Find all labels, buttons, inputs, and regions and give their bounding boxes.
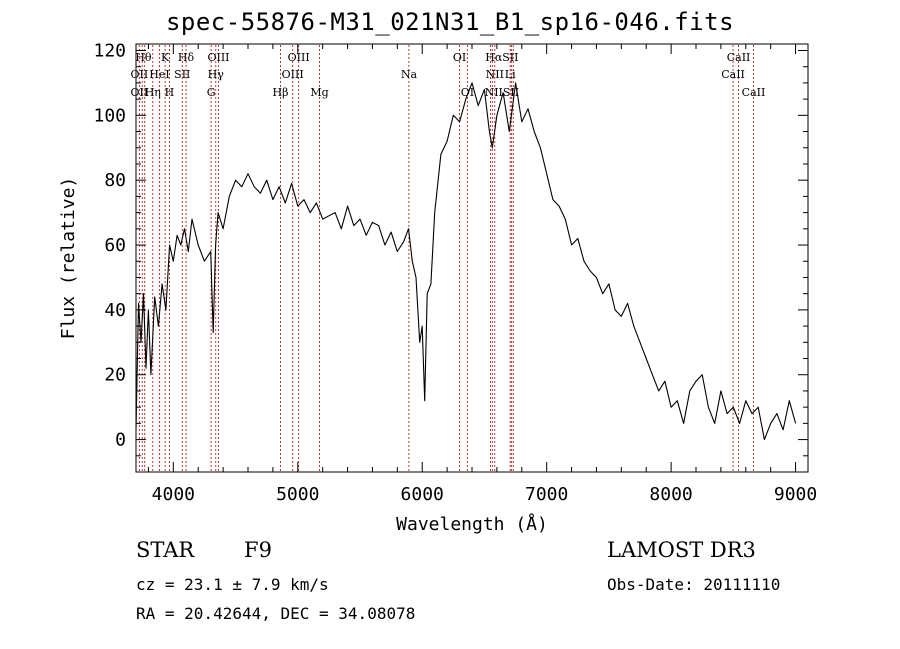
spectrum-line: [135, 82, 797, 441]
line-label-caii: CaII: [742, 86, 766, 99]
x-tick-label-7000: 7000: [525, 484, 568, 505]
y-axis-label: Flux (relative): [58, 177, 79, 340]
line-label-sii: SII: [174, 68, 190, 81]
line-label-oiii: OIII: [288, 51, 310, 64]
object-subclass: F9: [244, 538, 272, 562]
line-label-h: H: [165, 86, 175, 99]
line-label-nii: NII: [486, 68, 504, 81]
x-tick-label-8000: 8000: [649, 484, 692, 505]
line-label-na: Na: [401, 68, 418, 81]
survey-name: LAMOST DR3: [607, 538, 756, 562]
line-label-hγ: Hγ: [208, 68, 225, 81]
y-tick-label-20: 20: [104, 365, 126, 386]
y-tick-label-40: 40: [104, 300, 126, 321]
line-label-oiii: OIII: [207, 51, 229, 64]
object-type: STAR: [136, 538, 195, 562]
line-label-li: Li: [505, 68, 516, 81]
line-label-hβ: Hβ: [273, 86, 289, 99]
line-label-oi: OI: [453, 51, 466, 64]
x-tick-label-6000: 6000: [401, 484, 444, 505]
y-tick-label-60: 60: [104, 235, 126, 256]
line-label-k: K: [161, 51, 170, 64]
line-label-mg: Mg: [310, 86, 328, 99]
x-axis-label: Wavelength (Å): [396, 513, 548, 535]
line-label-oii: OII: [131, 86, 149, 99]
x-tick-label-5000: 5000: [276, 484, 319, 505]
line-label-hei: HeI: [149, 68, 169, 81]
plot-frame: [135, 43, 809, 473]
line-label-oii: OII: [131, 68, 149, 81]
y-tick-label-0: 0: [115, 430, 126, 451]
ra-dec: RA = 20.42644, DEC = 34.08078: [136, 604, 416, 623]
y-tick-label-100: 100: [93, 105, 126, 126]
line-label-g: G: [207, 86, 216, 99]
line-label-hδ: Hδ: [178, 51, 195, 64]
line-label-oi: OI: [461, 86, 474, 99]
line-label-caii: CaII: [727, 51, 751, 64]
line-label-hη: Hη: [145, 86, 161, 99]
redshift-cz: cz = 23.1 ± 7.9 km/s: [136, 575, 329, 594]
x-tick-label-9000: 9000: [774, 484, 817, 505]
y-tick-label-80: 80: [104, 170, 126, 191]
line-label-caii: CaII: [721, 68, 745, 81]
y-tick-label-120: 120: [93, 40, 126, 61]
line-label-hθ: Hθ: [135, 51, 152, 64]
line-label-oiii: OIII: [282, 68, 304, 81]
obs-date: Obs-Date: 20111110: [607, 575, 781, 594]
line-label-hαsii: HαSII: [485, 51, 518, 64]
line-label-niisii: NIISII: [485, 86, 520, 99]
chart-title: spec-55876-M31_021N31_B1_sp16-046.fits: [165, 8, 735, 36]
x-tick-label-4000: 4000: [152, 484, 195, 505]
